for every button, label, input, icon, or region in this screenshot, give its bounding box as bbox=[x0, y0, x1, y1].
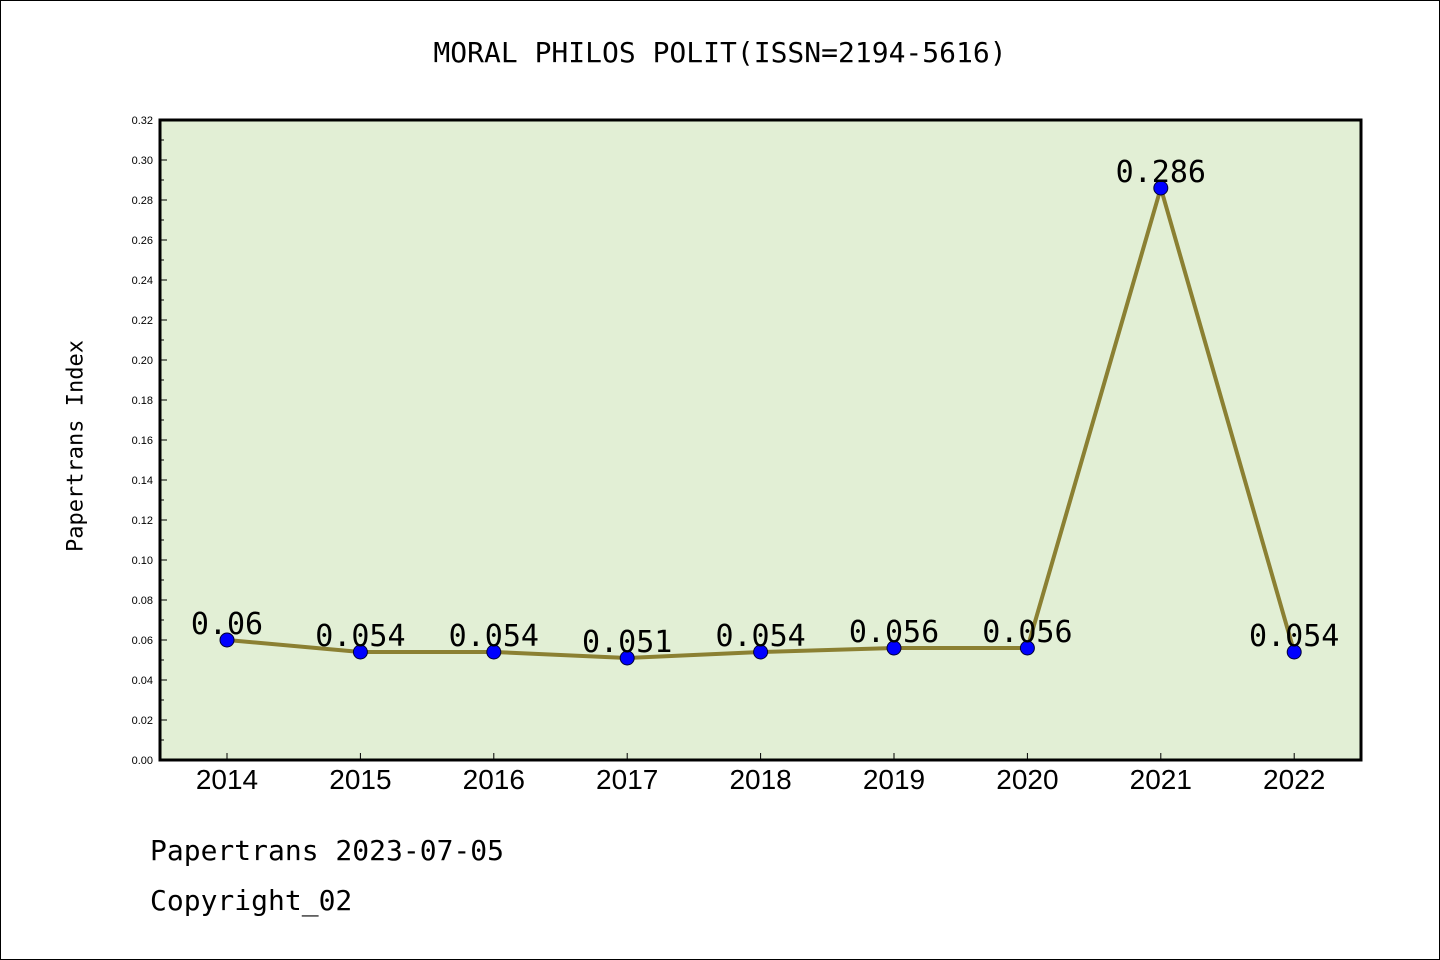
data-label: 0.054 bbox=[315, 619, 405, 654]
x-tick-label: 2021 bbox=[1130, 764, 1192, 795]
y-tick-label: 0.10 bbox=[132, 555, 153, 567]
data-point bbox=[352, 644, 368, 660]
y-tick-label: 0.28 bbox=[132, 195, 153, 207]
data-point bbox=[619, 650, 635, 666]
y-tick-label: 0.16 bbox=[132, 435, 153, 447]
data-label: 0.054 bbox=[1249, 619, 1339, 654]
chart-title: MORAL PHILOS POLIT(ISSN=2194-5616) bbox=[433, 36, 1007, 69]
data-label: 0.056 bbox=[982, 615, 1072, 650]
data-label: 0.286 bbox=[1116, 155, 1206, 190]
series-markers bbox=[219, 180, 1302, 666]
y-tick-label: 0.18 bbox=[132, 395, 153, 407]
x-tick-label: 2019 bbox=[863, 764, 925, 795]
plot-border bbox=[158, 118, 1363, 762]
y-axis: 0.00 0.02 0.04 0.06 0.08 0.10 0.12 0.14 0.16 0.18… bbox=[132, 115, 167, 767]
y-tick-label: 0.32 bbox=[132, 115, 153, 127]
plot-area bbox=[160, 120, 1361, 760]
x-tick-label: 2016 bbox=[463, 764, 525, 795]
data-label: 0.051 bbox=[582, 625, 672, 660]
y-tick-label: 0.20 bbox=[132, 355, 153, 367]
x-tick-label: 2020 bbox=[996, 764, 1058, 795]
y-tick-label: 0.22 bbox=[132, 315, 153, 327]
y-tick-label: 0.06 bbox=[132, 635, 153, 647]
data-label: 0.056 bbox=[849, 615, 939, 650]
x-tick-label: 2015 bbox=[329, 764, 391, 795]
data-point bbox=[1019, 640, 1035, 656]
y-tick-label: 0.26 bbox=[132, 235, 153, 247]
footer-copyright: Copyright_02 bbox=[150, 884, 353, 917]
data-point bbox=[886, 640, 902, 656]
data-point bbox=[1286, 644, 1302, 660]
data-point bbox=[753, 644, 769, 660]
data-label: 0.06 bbox=[191, 607, 263, 642]
y-tick-label: 0.00 bbox=[132, 755, 153, 767]
y-tick-label: 0.12 bbox=[132, 515, 153, 527]
data-label: 0.054 bbox=[449, 619, 539, 654]
x-tick-label: 2018 bbox=[729, 764, 791, 795]
y-tick-label: 0.14 bbox=[132, 475, 153, 487]
data-point bbox=[486, 644, 502, 660]
x-axis: 2014 2015 2016 2017 2018 2019 2020 2021 2022 bbox=[196, 753, 1325, 795]
x-tick-label: 2014 bbox=[196, 764, 258, 795]
y-tick-label: 0.08 bbox=[132, 595, 153, 607]
x-tick-label: 2022 bbox=[1263, 764, 1325, 795]
x-tick-label: 2017 bbox=[596, 764, 658, 795]
data-point bbox=[1153, 180, 1169, 196]
y-tick-label: 0.04 bbox=[132, 675, 153, 687]
data-labels: 0.06 0.054 0.054 0.051 0.054 0.056 0.056 0.286 0… bbox=[191, 155, 1339, 660]
data-label: 0.054 bbox=[715, 619, 805, 654]
y-tick-label: 0.02 bbox=[132, 715, 153, 727]
y-tick-label: 0.24 bbox=[132, 275, 153, 287]
data-point bbox=[219, 632, 235, 648]
y-tick-label: 0.30 bbox=[132, 155, 153, 167]
footer-date: Papertrans 2023-07-05 bbox=[150, 834, 505, 867]
